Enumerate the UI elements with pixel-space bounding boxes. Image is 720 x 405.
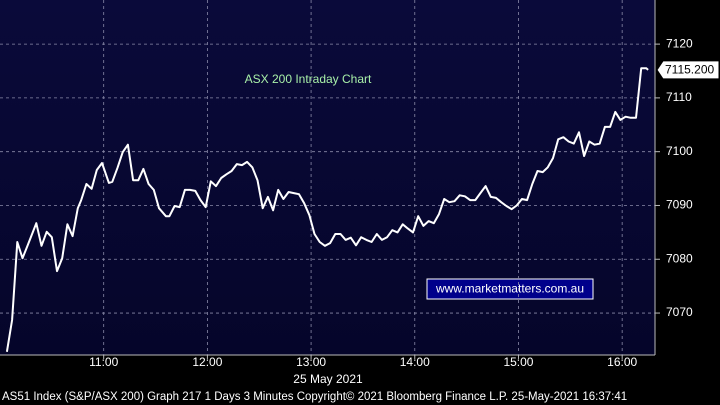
y-tick-label: 7100	[666, 144, 693, 158]
chart-title: ASX 200 Intraday Chart	[245, 72, 372, 86]
x-tick-label: 16:00	[607, 355, 637, 369]
watermark: www.marketmatters.com.au	[435, 282, 584, 296]
x-tick-label: 14:00	[400, 355, 430, 369]
x-tick-label: 11:00	[89, 355, 118, 369]
footer: AS51 Index (S&P/ASX 200) Graph 217 1 Day…	[2, 391, 627, 403]
last-price-box	[656, 60, 720, 80]
plot-area	[0, 0, 655, 355]
watermark-box	[426, 278, 594, 300]
y-tick-label: 7090	[666, 198, 693, 212]
price-line	[5, 67, 649, 352]
y-tick-label: 7080	[666, 251, 693, 265]
x-tick-label: 13:00	[296, 355, 326, 369]
last-price-label: 7115.200	[665, 63, 714, 77]
y-tick-label: 7120	[666, 36, 693, 50]
x-axis-label: 25 May 2021	[293, 372, 363, 386]
x-tick-label: 12:00	[192, 355, 222, 369]
y-tick-label: 7070	[666, 305, 693, 319]
x-tick-label: 15:00	[503, 355, 533, 369]
y-tick-label: 7110	[666, 90, 692, 104]
